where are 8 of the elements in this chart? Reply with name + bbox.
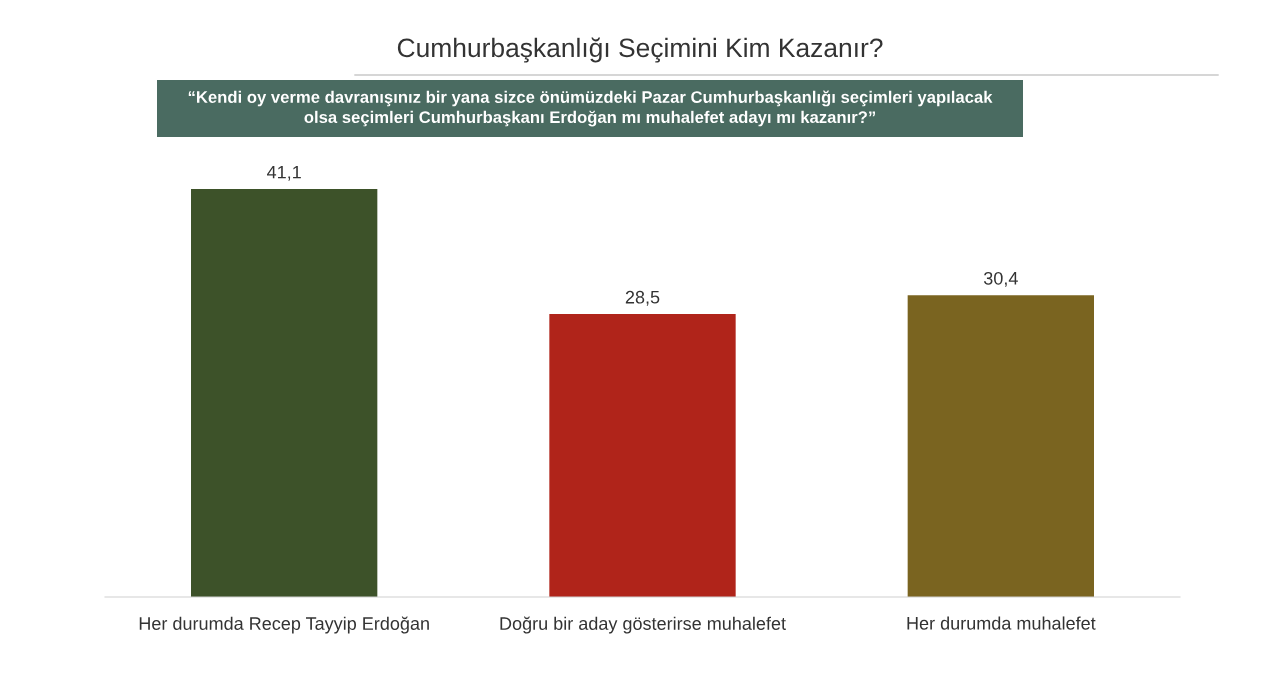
data-label: 28,5 — [625, 290, 660, 306]
chart-title: Cumhurbaşkanlığı Seçimini Kim Kazanır? — [397, 37, 883, 63]
x-tick-label: Her durumda muhalefet — [907, 616, 1096, 630]
x-tick-label: Doğru bir aday gösterirse muhalefet — [500, 616, 786, 634]
data-label: 41,1 — [267, 165, 301, 181]
data-label: 30,4 — [983, 271, 1018, 287]
chart-subtitle: “Kendi oy verme davranışınız bir yana sizce önümüzdeki Pazar Cumhurbaşkanlığı seçimleri yapılacak olsa seçimleri Cumhurbaşkanı Erdoğan mı muhalefet adayı mı kazanır?” — [188, 90, 993, 127]
x-tick-label: Her durumda Recep Tayyip Erdoğan — [139, 616, 429, 634]
